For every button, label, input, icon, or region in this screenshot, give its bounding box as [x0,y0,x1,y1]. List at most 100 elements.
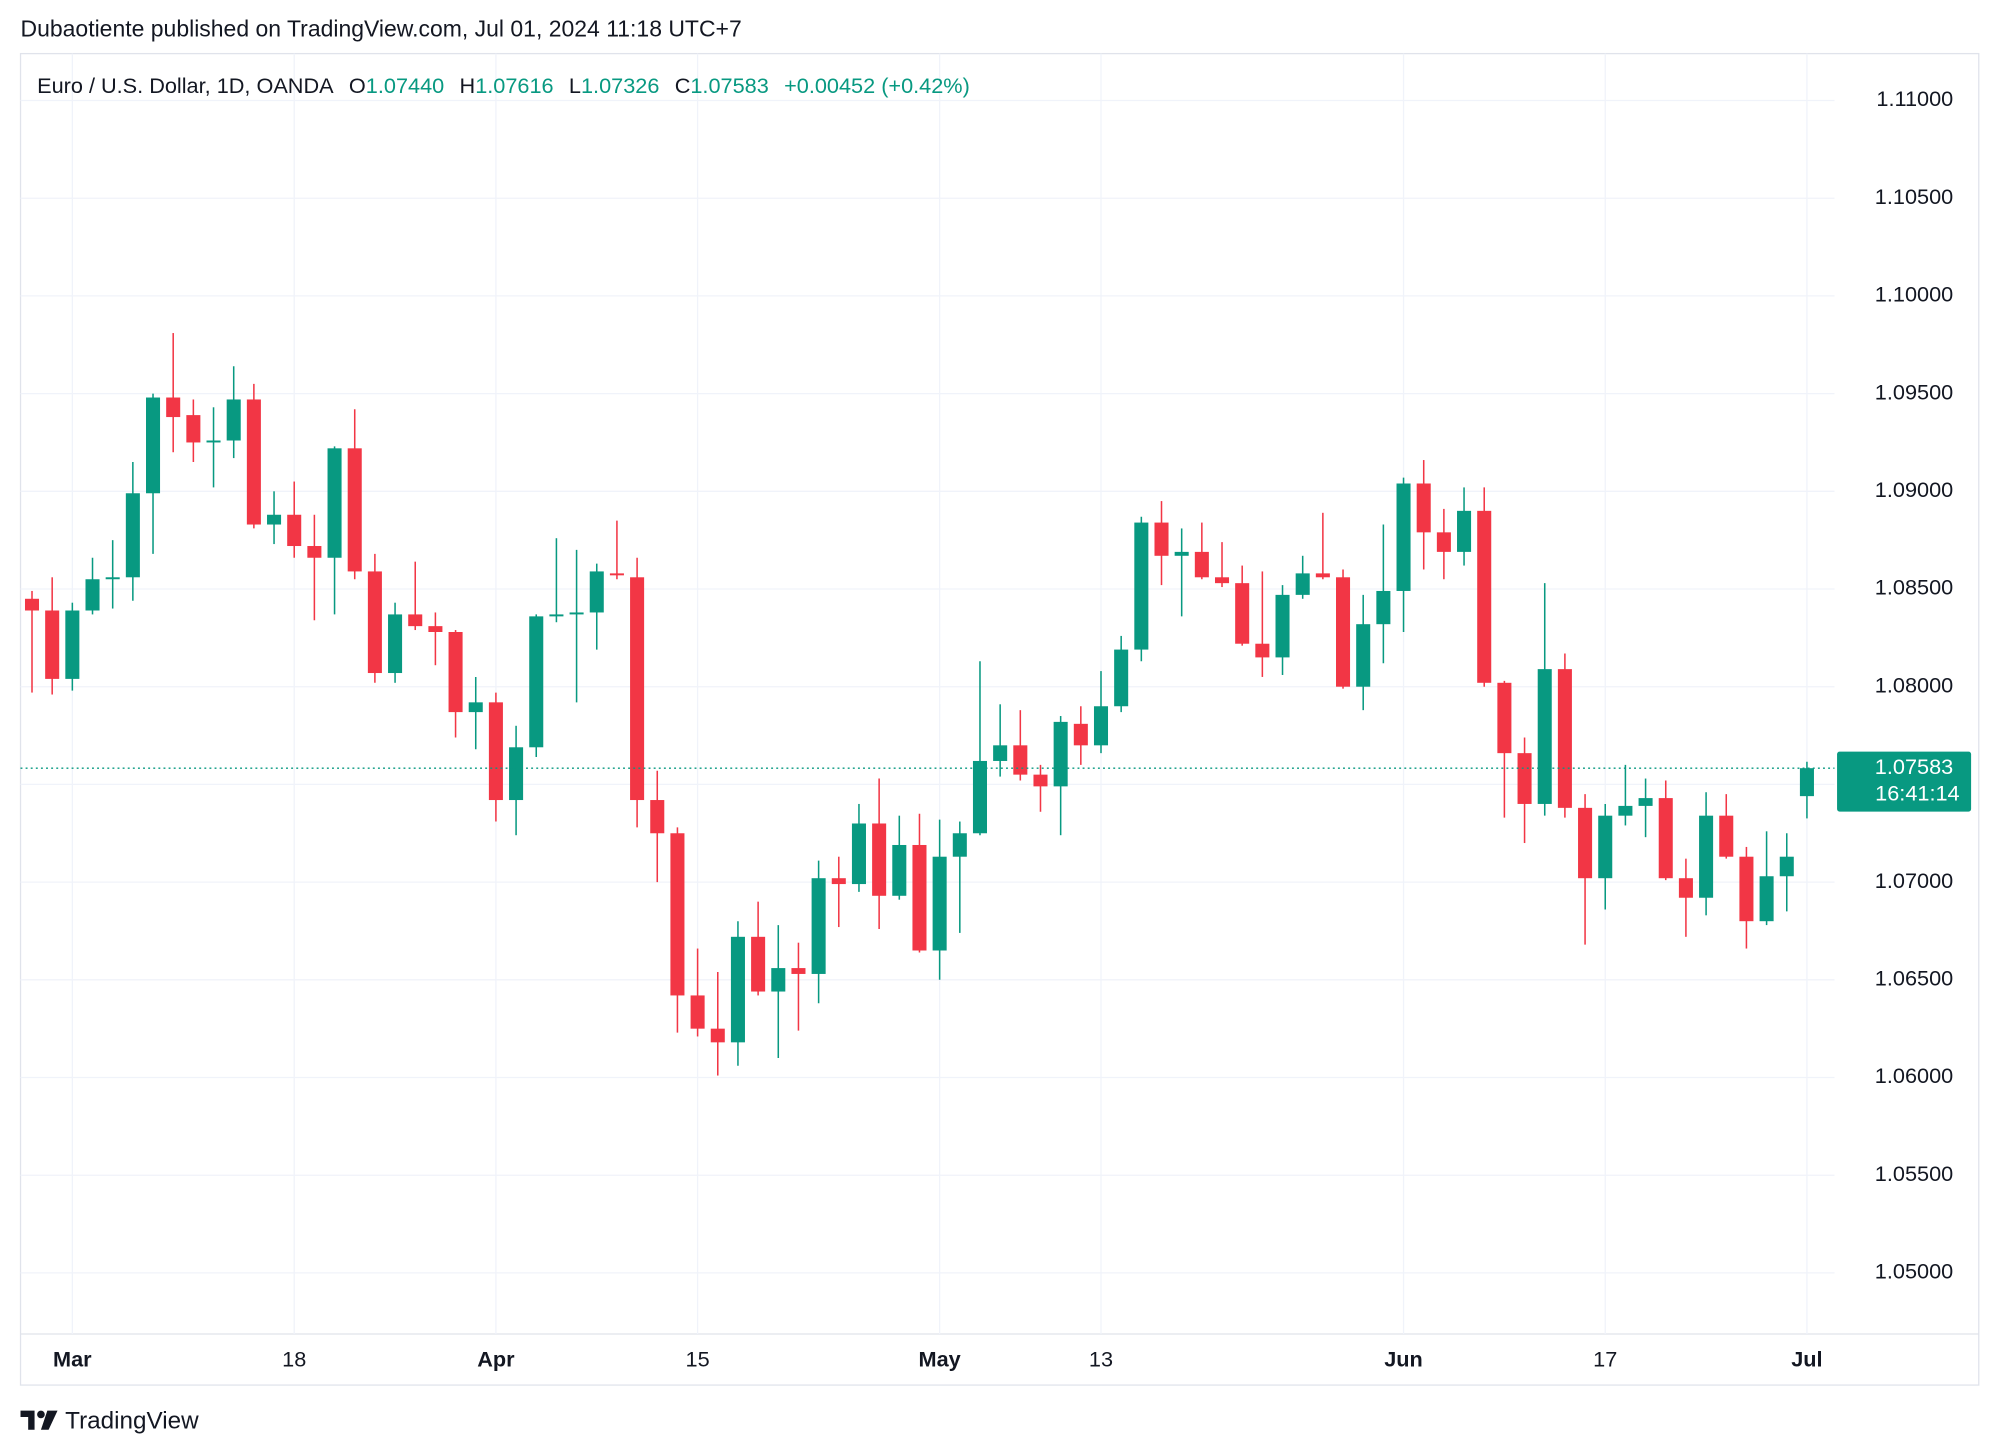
candle-body [1557,669,1572,808]
low-label: L [569,73,581,98]
candle-body [630,577,645,801]
candle-body [1396,483,1411,591]
candle-body [710,1028,725,1043]
x-tick-label: 18 [282,1347,306,1372]
candle-body [932,856,947,951]
candle-body [1618,805,1633,816]
candle-body [670,833,685,996]
candle-body [1658,798,1673,879]
y-tick-label: 1.11000 [1876,86,1953,111]
countdown-label: 16:41:14 [1875,781,1959,806]
candle-body [65,610,80,679]
candle-body [24,598,40,611]
candle-body [1799,768,1814,797]
candle-body [307,546,322,558]
candle-body [206,440,221,443]
candle-body [1477,510,1492,683]
candle-body [1678,878,1693,898]
y-tick-label: 1.08500 [1875,575,1953,600]
candle-body [146,397,161,494]
ohlc-legend: Euro / U.S. Dollar, 1D, OANDA O1.07440 H1.… [37,73,970,98]
candle-body [1638,798,1653,806]
candle-body [1154,522,1169,556]
x-tick-label: May [919,1347,961,1372]
candle-body [367,571,382,674]
candle-body [1739,856,1754,922]
candle-body [246,399,261,525]
candle-body [589,571,604,613]
candle-body [186,415,201,443]
logo-shape [20,1410,35,1430]
candle-body [1235,583,1250,644]
candle-body [509,747,524,801]
grid: 1.05000 1.05500 1.06000 1.06500 1.07000 1.075… [20,53,1979,1372]
candle-body [1315,573,1330,578]
candle-body [1053,721,1068,787]
candle-body [1578,807,1593,879]
candle-body [428,626,443,632]
candle-body [1295,573,1310,595]
candle-body [1598,815,1613,879]
candle-body [287,514,302,547]
candle-body [1779,856,1794,877]
candle-body [1114,649,1129,707]
y-tick-label: 1.05000 [1875,1259,1953,1284]
candle-body [1457,510,1472,552]
open-value: 1.07440 [366,73,444,98]
logo-shape [37,1410,45,1419]
candle-body [831,878,846,885]
candle-body [1174,551,1189,556]
candle-body [1497,682,1512,754]
symbol: Euro / U.S. Dollar, 1D, OANDA [37,73,334,98]
candle-body [85,579,100,611]
candle-body [751,936,766,992]
y-tick-label: 1.05500 [1875,1161,1953,1186]
x-tick-label: 15 [686,1347,710,1372]
x-tick-label: Mar [53,1347,92,1372]
candle-body [549,614,564,617]
candle-body [529,616,544,748]
candle-body [609,573,624,576]
candle-body [125,493,140,578]
candle-body [569,612,584,615]
candle-body [488,702,503,801]
candle-body [1255,643,1270,658]
candle-body [327,448,342,558]
x-tick-label: Apr [477,1347,515,1372]
x-tick-label: Jul [1791,1347,1822,1372]
candle-body [1275,594,1290,658]
candle-body [1073,723,1088,746]
brand-logo [20,1410,58,1430]
candle-body [851,823,866,885]
y-tick-label: 1.10000 [1875,282,1953,307]
high-label: H [460,73,476,98]
x-tick-label: 17 [1593,1347,1617,1372]
candle-body [1719,815,1734,857]
candle-body [1033,774,1048,787]
candle-body [1356,624,1371,687]
candle-body [1013,745,1028,775]
close-label: C [675,73,691,98]
high-value: 1.07616 [475,73,553,98]
candle-body [105,577,120,580]
logo-shape [40,1410,58,1430]
candle-body [690,995,705,1029]
candle-body [166,397,181,418]
candle-body [771,968,786,992]
candle-body [1214,577,1230,584]
candle-body [1336,577,1351,687]
close-value: 1.07583 [690,73,768,98]
candle-body [448,631,463,713]
y-tick-label: 1.06000 [1875,1063,1953,1088]
y-tick-label: 1.08000 [1875,672,1953,697]
last-price-box [1837,751,1972,812]
candles [24,333,1814,1076]
change-value: +0.00452 (+0.42%) [784,73,970,98]
chart-title: Dubaotiente published on TradingView.com… [21,16,742,42]
candle-body [388,614,403,674]
low-value: 1.07326 [581,73,659,98]
x-tick-label: Jun [1384,1347,1423,1372]
